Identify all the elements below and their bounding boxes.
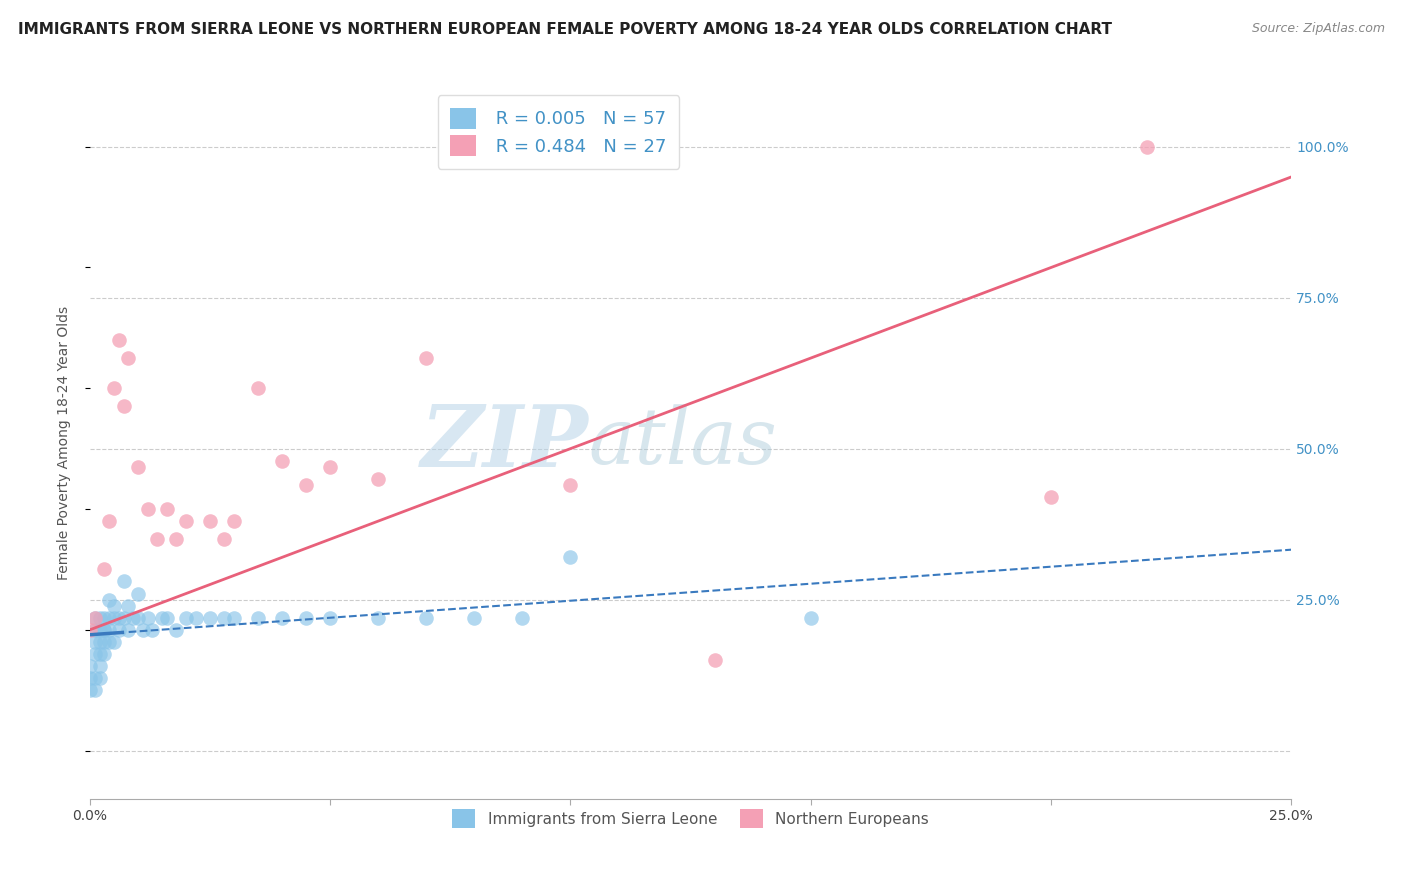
Point xyxy=(415,351,437,365)
Point xyxy=(136,610,159,624)
Point xyxy=(83,683,105,698)
Point xyxy=(103,381,125,395)
Point xyxy=(117,599,139,613)
Text: atlas: atlas xyxy=(589,404,778,481)
Point xyxy=(93,623,115,637)
Point xyxy=(98,514,121,528)
Point xyxy=(367,610,389,624)
Text: ZIP: ZIP xyxy=(420,401,589,484)
Point xyxy=(93,610,115,624)
Point xyxy=(127,459,149,474)
Point xyxy=(1040,490,1063,504)
Point xyxy=(103,610,125,624)
Point xyxy=(93,562,115,576)
Point xyxy=(132,623,155,637)
Point xyxy=(89,610,111,624)
Point xyxy=(184,610,207,624)
Point xyxy=(107,333,129,347)
Point xyxy=(165,623,187,637)
Point xyxy=(83,671,105,685)
Point xyxy=(214,532,236,546)
Legend: Immigrants from Sierra Leone, Northern Europeans: Immigrants from Sierra Leone, Northern E… xyxy=(446,803,935,834)
Point xyxy=(136,502,159,516)
Point xyxy=(127,610,149,624)
Point xyxy=(93,635,115,649)
Point xyxy=(89,647,111,661)
Point xyxy=(247,610,270,624)
Point xyxy=(79,671,101,685)
Point xyxy=(141,623,163,637)
Point xyxy=(174,514,197,528)
Point xyxy=(319,610,342,624)
Point xyxy=(367,472,389,486)
Point xyxy=(703,653,725,667)
Point xyxy=(222,610,245,624)
Point xyxy=(117,623,139,637)
Point xyxy=(198,514,221,528)
Point xyxy=(247,381,270,395)
Point xyxy=(800,610,823,624)
Point xyxy=(198,610,221,624)
Text: IMMIGRANTS FROM SIERRA LEONE VS NORTHERN EUROPEAN FEMALE POVERTY AMONG 18-24 YEA: IMMIGRANTS FROM SIERRA LEONE VS NORTHERN… xyxy=(18,22,1112,37)
Point xyxy=(79,683,101,698)
Point xyxy=(107,610,129,624)
Point xyxy=(89,659,111,673)
Point xyxy=(319,459,342,474)
Point xyxy=(103,599,125,613)
Point xyxy=(83,610,105,624)
Point xyxy=(98,610,121,624)
Point xyxy=(222,514,245,528)
Point xyxy=(463,610,485,624)
Point xyxy=(271,453,294,467)
Point xyxy=(103,635,125,649)
Point xyxy=(415,610,437,624)
Point xyxy=(79,659,101,673)
Point xyxy=(83,647,105,661)
Point xyxy=(112,610,135,624)
Y-axis label: Female Poverty Among 18-24 Year Olds: Female Poverty Among 18-24 Year Olds xyxy=(58,306,72,580)
Point xyxy=(89,671,111,685)
Point xyxy=(122,610,145,624)
Point xyxy=(156,610,179,624)
Point xyxy=(150,610,173,624)
Point xyxy=(112,400,135,414)
Point xyxy=(512,610,534,624)
Point xyxy=(295,478,318,492)
Point xyxy=(83,635,105,649)
Point xyxy=(79,623,101,637)
Point xyxy=(89,635,111,649)
Point xyxy=(146,532,169,546)
Point xyxy=(83,610,105,624)
Point xyxy=(107,623,129,637)
Point xyxy=(112,574,135,589)
Point xyxy=(271,610,294,624)
Point xyxy=(295,610,318,624)
Point xyxy=(93,623,115,637)
Point xyxy=(93,647,115,661)
Point xyxy=(560,550,582,565)
Point xyxy=(98,592,121,607)
Point xyxy=(214,610,236,624)
Point xyxy=(127,586,149,600)
Point xyxy=(1136,140,1159,154)
Point xyxy=(89,623,111,637)
Point xyxy=(98,635,121,649)
Point xyxy=(165,532,187,546)
Point xyxy=(560,478,582,492)
Text: Source: ZipAtlas.com: Source: ZipAtlas.com xyxy=(1251,22,1385,36)
Point xyxy=(156,502,179,516)
Point xyxy=(174,610,197,624)
Point xyxy=(98,623,121,637)
Point xyxy=(83,623,105,637)
Point xyxy=(117,351,139,365)
